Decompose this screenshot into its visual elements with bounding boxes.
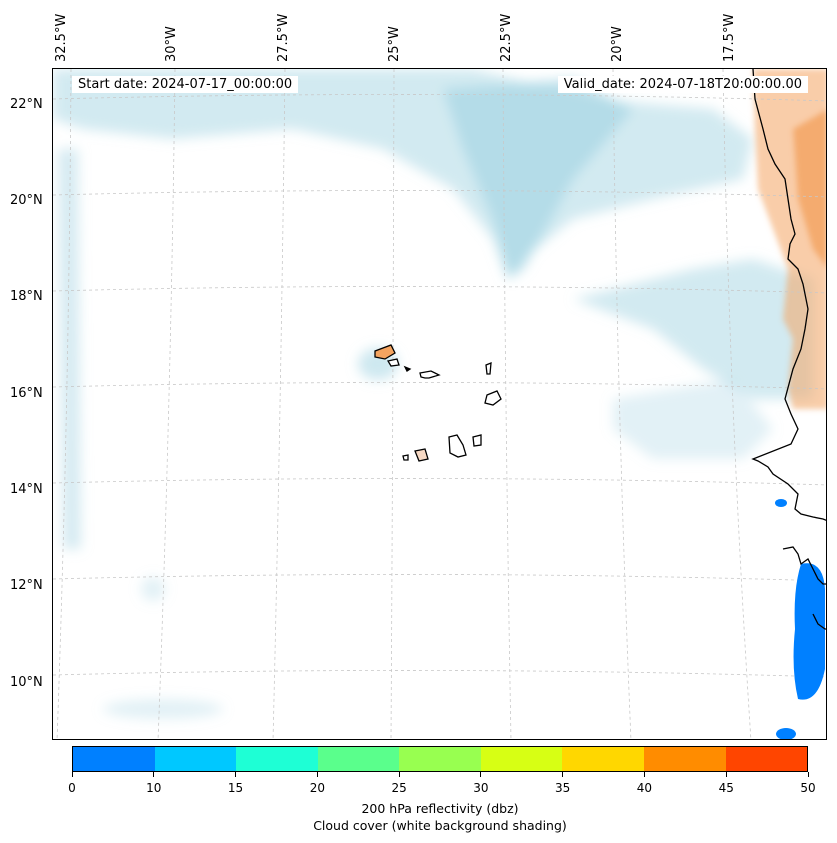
lon-label-17-5w: 17.5°W [722,13,737,62]
lon-label-22-5w: 22.5°W [499,13,514,62]
warm-region-africa-core [793,110,826,267]
colorbar-segment-6 [562,747,644,771]
lat-label-22n: 22°N [10,97,43,112]
lat-label-20n: 20°N [10,193,43,208]
island-maio [472,434,482,447]
meridian-27-5w [272,69,286,739]
parallel-10n [53,670,826,678]
start-date-label: Start date: 2024-07-17_00:00:00 [72,76,299,93]
island-sao-vicente [386,358,400,367]
parallel-12n [53,574,826,582]
colorbar-subtitle: Cloud cover (white background shading) [313,818,567,833]
colorbar-tick-label-7: 40 [636,781,653,795]
coastline-africa [751,69,826,521]
parallel-14n [53,478,826,486]
colorbar-tick-label-9: 50 [800,781,816,795]
colorbar-segment-8 [725,747,808,771]
colorbar-tick-1 [153,772,155,777]
colorbar-segment-1 [154,747,237,771]
colorbar-tick-label-2: 15 [227,781,244,795]
cloud-strip-west [58,149,81,549]
colorbar-tick-3 [316,772,318,777]
colorbar-tick-8 [725,772,727,777]
colorbar-tick-label-4: 25 [391,781,407,795]
colorbar-tick-7 [643,772,645,777]
colorbar-tick-label-6: 35 [555,781,571,795]
lat-label-18n: 18°N [10,289,43,304]
colorbar-tick-label-8: 45 [718,781,734,795]
colorbar-segment-7 [643,747,726,771]
meridian-20w [612,69,632,739]
lon-label-20w: 20°W [610,26,625,62]
colorbar-tick-label-0: 0 [68,781,76,795]
colorbar-segment-2 [236,747,318,771]
reflectivity-cells [775,499,825,739]
colorbar-tick-0 [71,772,73,777]
map-panel[interactable] [52,68,827,740]
colorbar [72,746,808,772]
island-santo-antao [374,344,396,360]
colorbar-tick-label-3: 20 [309,781,325,795]
lat-label-12n: 12°N [10,578,43,593]
island-sao-nicolau [419,370,441,379]
graticule [53,69,826,739]
colorbar-title: 200 hPa reflectivity (dbz) [361,801,519,816]
meridian-25w [390,69,395,739]
meridian-22-5w [502,69,512,739]
lat-label-10n: 10°N [10,675,43,690]
colorbar-segment-3 [317,747,400,771]
colorbar-tick-label-5: 30 [473,781,489,795]
reflectivity-cell-small-north [775,499,787,507]
colorbar-tick-6 [562,772,564,777]
lon-label-32-5w: 32.5°W [54,13,69,62]
lat-label-16n: 16°N [10,386,43,401]
colorbar-tick-4 [398,772,400,777]
island-fogo [414,448,429,462]
colorbar-tick-label-1: 10 [146,781,162,795]
colorbar-tick-5 [480,772,482,777]
island-brava [402,454,409,461]
cloud-plume-central [443,79,633,279]
island-boa-vista [484,390,502,406]
coastline-sierra-leone [812,613,826,630]
colorbar-segment-0 [73,747,155,771]
parallel-20n [53,190,826,198]
cloud-band-east [573,259,813,399]
island-santiago [448,434,467,458]
cloud-cover-shading [53,69,813,719]
cloud-patch-south [103,699,223,719]
island-sal [485,362,492,375]
colorbar-tick-2 [235,772,237,777]
reflectivity-cell-coast [793,563,825,700]
lon-label-30w: 30°W [164,26,179,62]
coastline-guinea [782,546,826,585]
lon-label-25w: 25°W [387,26,402,62]
colorbar-tick-9 [807,772,809,777]
reflectivity-cell-small-south [776,728,796,739]
colorbar-segment-5 [480,747,563,771]
warm-shading [753,69,826,409]
map-canvas [53,69,826,739]
cloud-patch-sw [141,577,165,601]
island-santa-luzia [403,365,412,372]
meridian-17-5w [722,69,752,739]
coastlines [374,69,826,630]
meridian-30w [157,69,176,739]
lon-label-27-5w: 27.5°W [276,13,291,62]
meridian-32-5w [56,69,72,739]
valid-date-label: Valid_date: 2024-07-18T20:00:00.00 [557,76,808,93]
lat-label-14n: 14°N [10,482,43,497]
cloud-band-north [53,69,753,279]
colorbar-segment-4 [399,747,481,771]
